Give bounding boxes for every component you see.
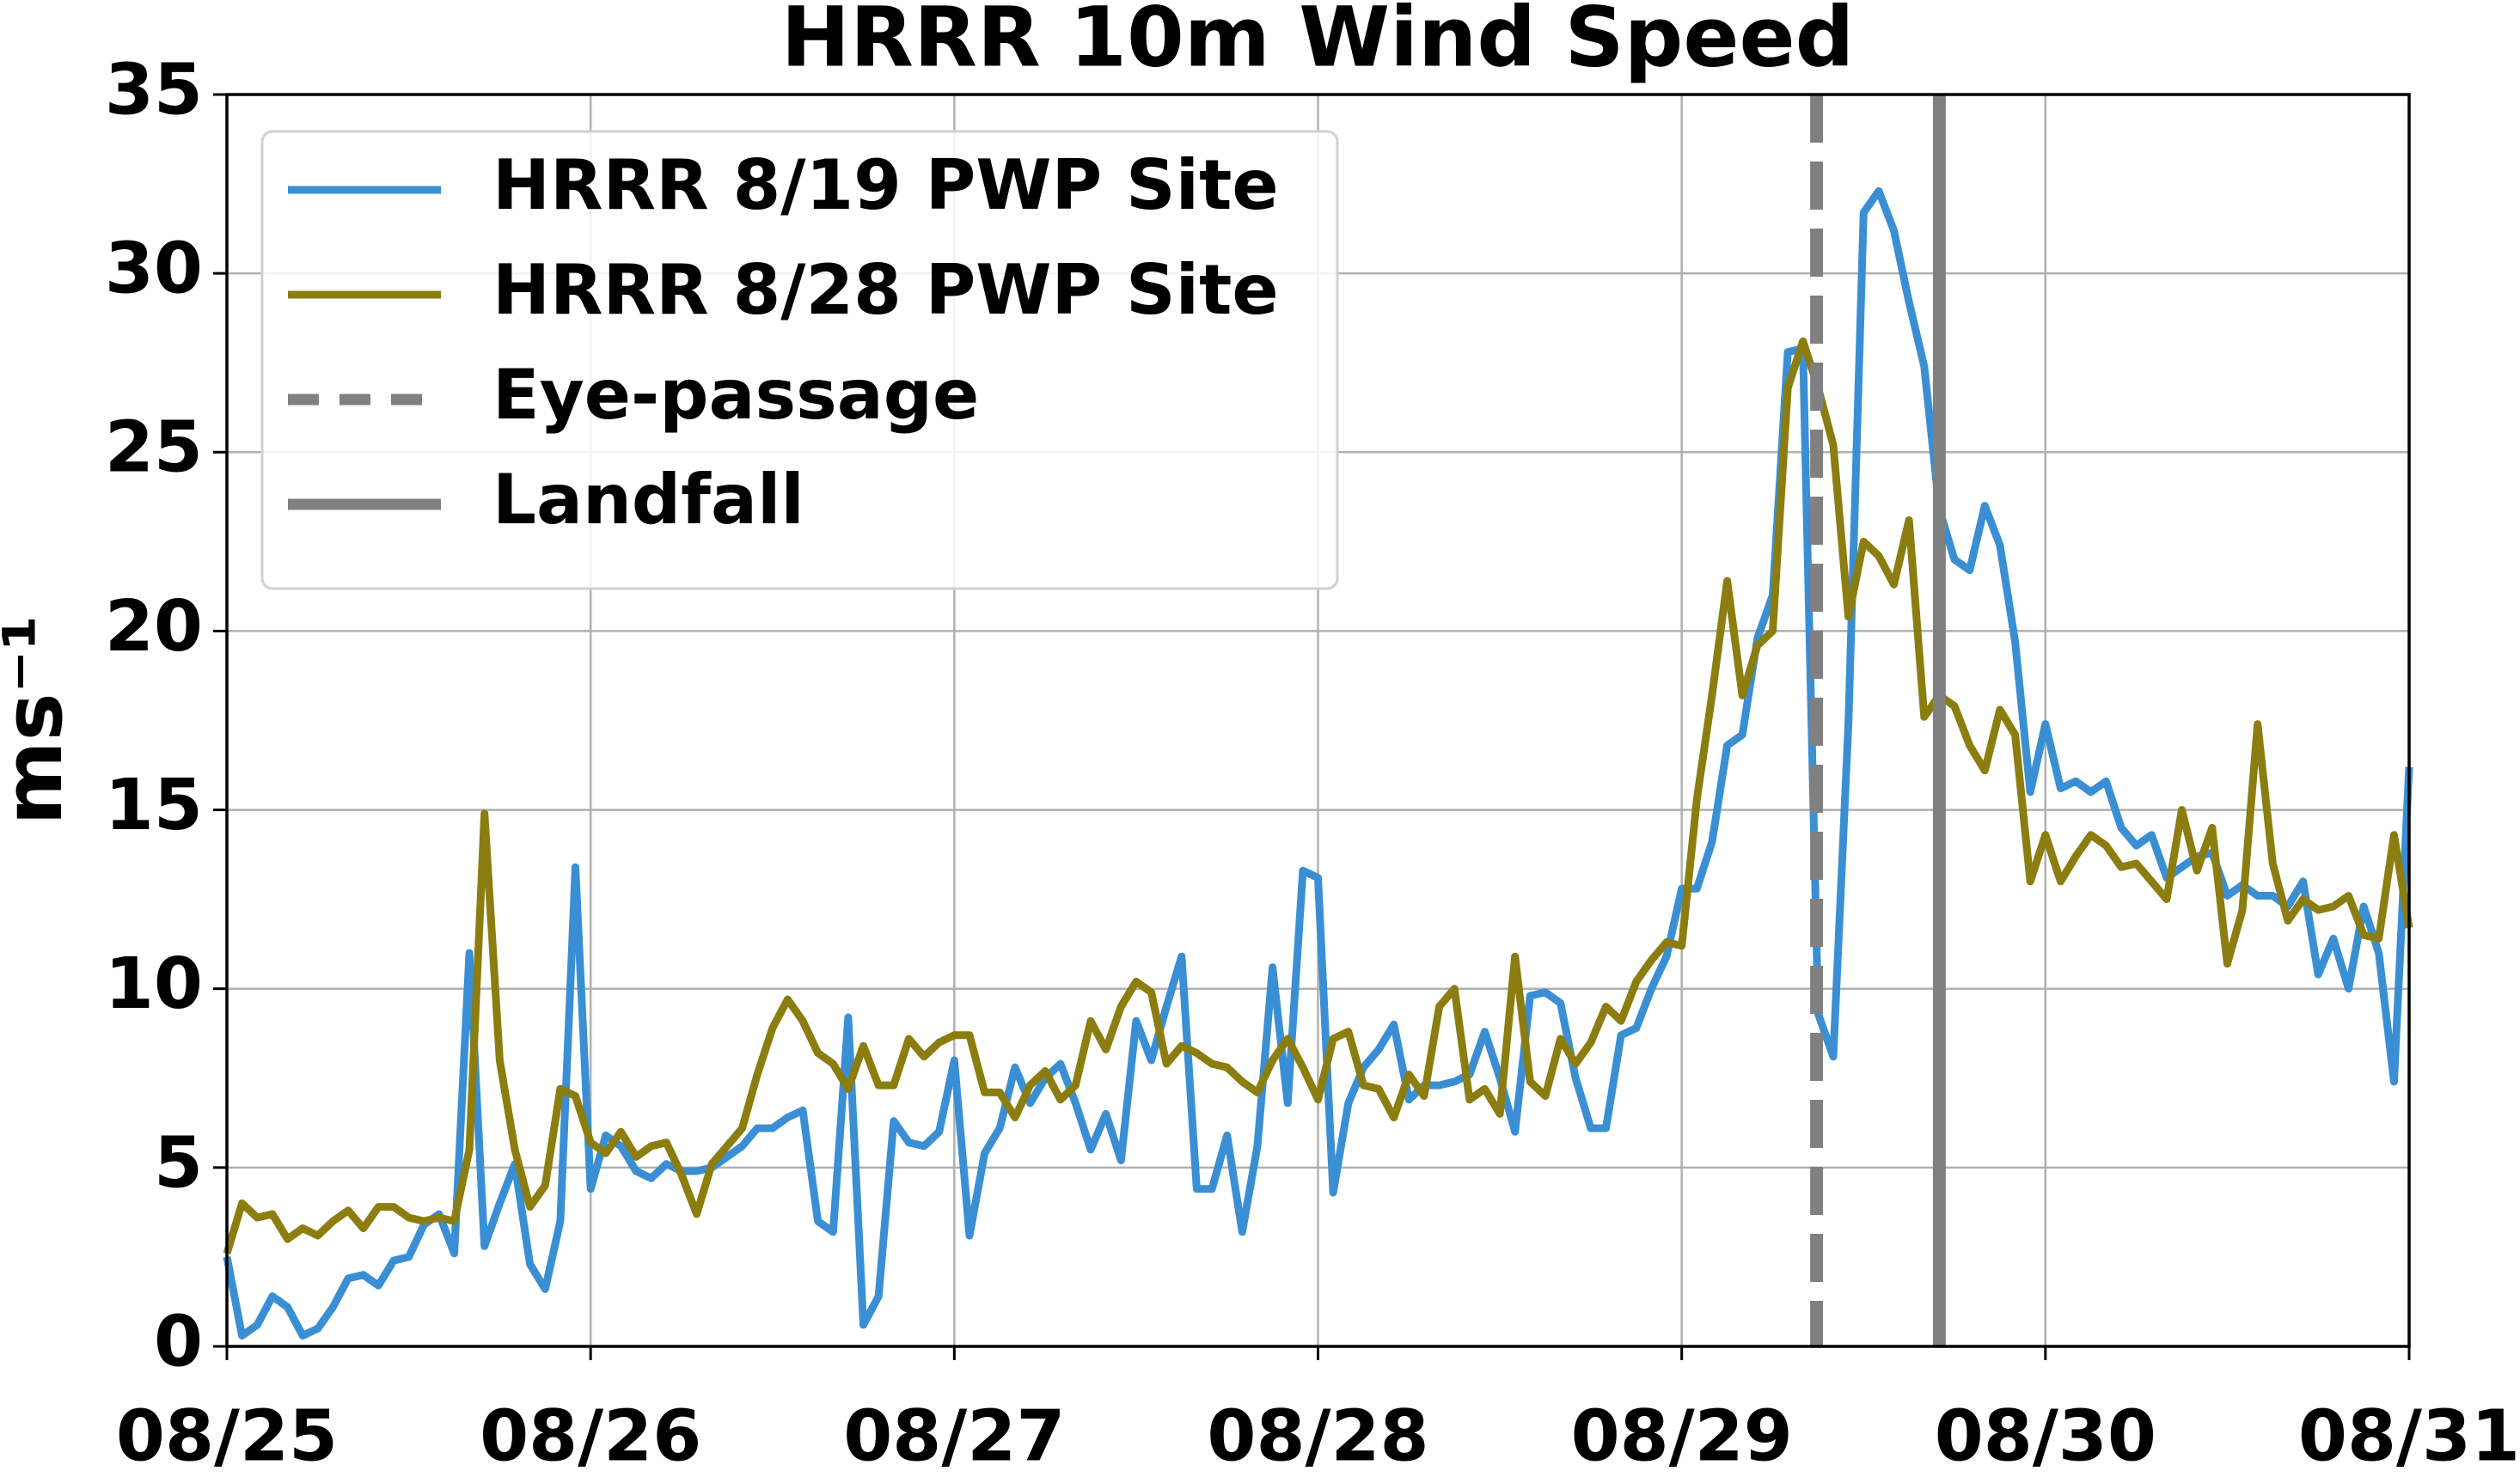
- legend-label: Eye-passage: [492, 355, 979, 435]
- y-tick-label: 20: [105, 586, 203, 668]
- chart-title: HRRR 10m Wind Speed: [781, 0, 1855, 85]
- x-tick-label: 08/31: [2298, 1395, 2520, 1477]
- y-tick-label: 30: [105, 229, 203, 310]
- x-tick-label: 08/26: [480, 1395, 701, 1477]
- x-tick-label: 08/30: [1935, 1395, 2156, 1477]
- legend-label: HRRR 8/19 PWP Site: [492, 145, 1279, 225]
- y-tick-label: 35: [105, 49, 203, 131]
- y-axis-label: ms⁻¹: [0, 615, 81, 826]
- y-tick-label: 25: [105, 407, 203, 489]
- data-line: [223, 186, 2413, 1340]
- y-tick-label: 10: [105, 943, 203, 1025]
- x-tick-label: 08/25: [116, 1395, 338, 1477]
- y-tick-label: 0: [154, 1301, 203, 1382]
- y-tick-label: 5: [154, 1122, 203, 1204]
- legend: HRRR 8/19 PWP Site HRRR 8/28 PWP Site Eye-…: [260, 130, 1339, 590]
- y-tick-label: 15: [105, 765, 203, 846]
- plot-frame: [225, 93, 2411, 1348]
- legend-box: [260, 130, 1339, 590]
- x-tick-label: 08/29: [1571, 1395, 1793, 1477]
- legend-label: Landfall: [492, 460, 804, 540]
- legend-label: HRRR 8/28 PWP Site: [492, 250, 1279, 330]
- x-tick-label: 08/28: [1207, 1395, 1428, 1477]
- x-tick-label: 08/27: [843, 1395, 1065, 1477]
- data-line: [223, 337, 2413, 1255]
